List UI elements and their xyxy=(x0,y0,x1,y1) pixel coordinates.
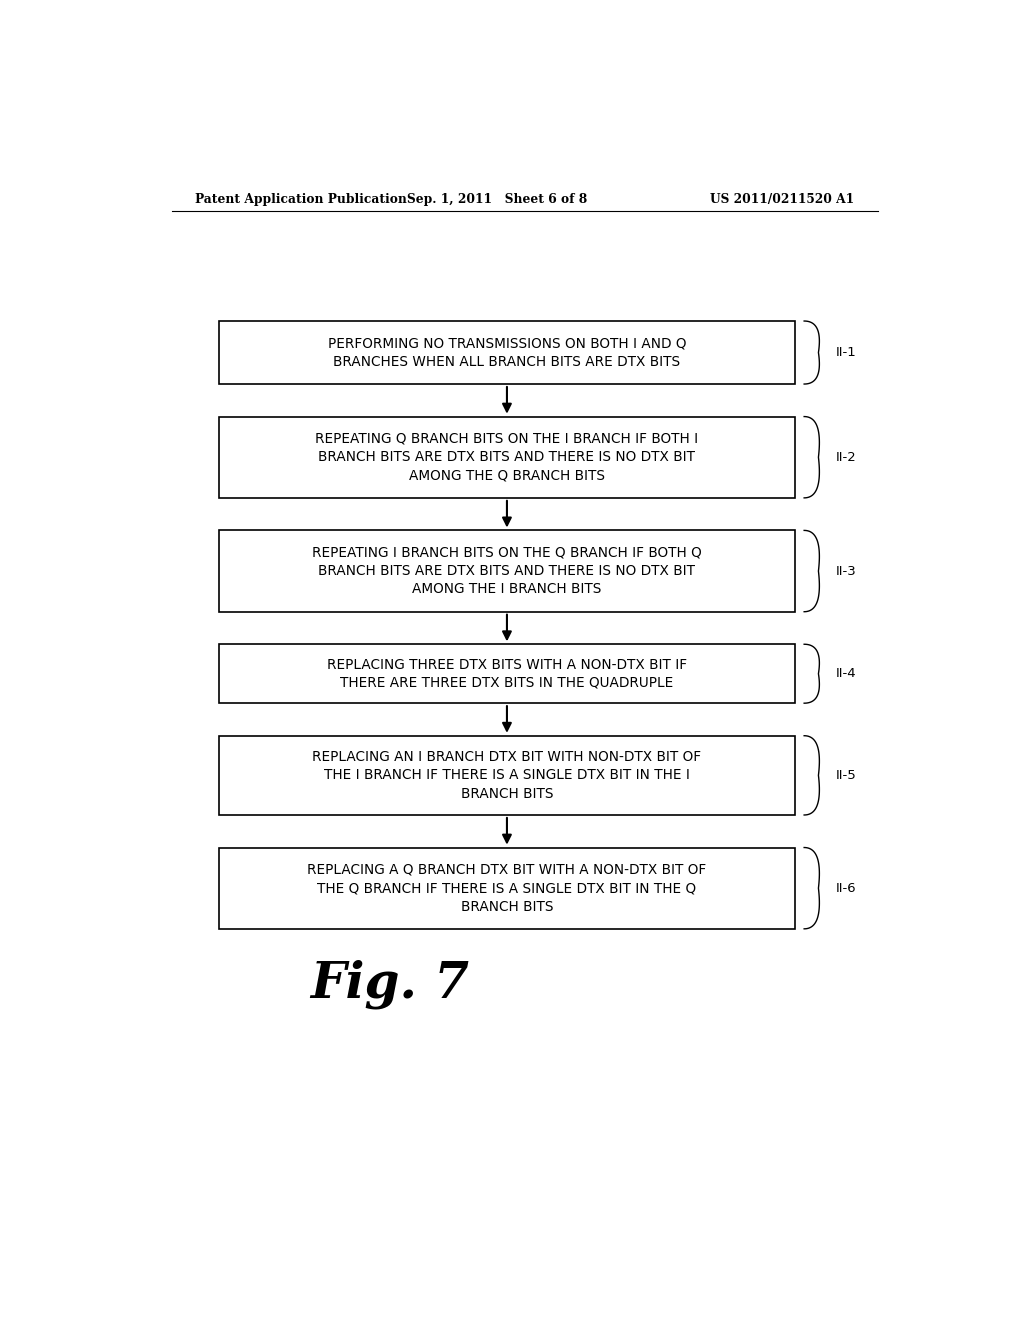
Bar xyxy=(219,321,795,384)
Text: II-2: II-2 xyxy=(836,450,857,463)
Text: II-6: II-6 xyxy=(836,882,856,895)
Text: PERFORMING NO TRANSMISSIONS ON BOTH I AND Q
BRANCHES WHEN ALL BRANCH BITS ARE DT: PERFORMING NO TRANSMISSIONS ON BOTH I AN… xyxy=(328,337,686,368)
Text: II-1: II-1 xyxy=(836,346,857,359)
Bar xyxy=(219,417,795,498)
Bar xyxy=(219,735,795,814)
Bar xyxy=(219,847,795,929)
Text: REPEATING I BRANCH BITS ON THE Q BRANCH IF BOTH Q
BRANCH BITS ARE DTX BITS AND T: REPEATING I BRANCH BITS ON THE Q BRANCH … xyxy=(312,545,701,597)
Text: REPLACING A Q BRANCH DTX BIT WITH A NON-DTX BIT OF
THE Q BRANCH IF THERE IS A SI: REPLACING A Q BRANCH DTX BIT WITH A NON-… xyxy=(307,863,707,913)
Text: II-4: II-4 xyxy=(836,667,856,680)
Bar xyxy=(219,644,795,704)
Text: II-3: II-3 xyxy=(836,565,857,578)
Bar xyxy=(219,531,795,611)
Text: Fig. 7: Fig. 7 xyxy=(310,960,469,1010)
Text: Sep. 1, 2011   Sheet 6 of 8: Sep. 1, 2011 Sheet 6 of 8 xyxy=(407,193,587,206)
Text: II-5: II-5 xyxy=(836,768,857,781)
Text: US 2011/0211520 A1: US 2011/0211520 A1 xyxy=(710,193,854,206)
Text: REPLACING THREE DTX BITS WITH A NON-DTX BIT IF
THERE ARE THREE DTX BITS IN THE Q: REPLACING THREE DTX BITS WITH A NON-DTX … xyxy=(327,657,687,690)
Text: REPEATING Q BRANCH BITS ON THE I BRANCH IF BOTH I
BRANCH BITS ARE DTX BITS AND T: REPEATING Q BRANCH BITS ON THE I BRANCH … xyxy=(315,432,698,483)
Text: REPLACING AN I BRANCH DTX BIT WITH NON-DTX BIT OF
THE I BRANCH IF THERE IS A SIN: REPLACING AN I BRANCH DTX BIT WITH NON-D… xyxy=(312,750,701,801)
Text: Patent Application Publication: Patent Application Publication xyxy=(196,193,408,206)
